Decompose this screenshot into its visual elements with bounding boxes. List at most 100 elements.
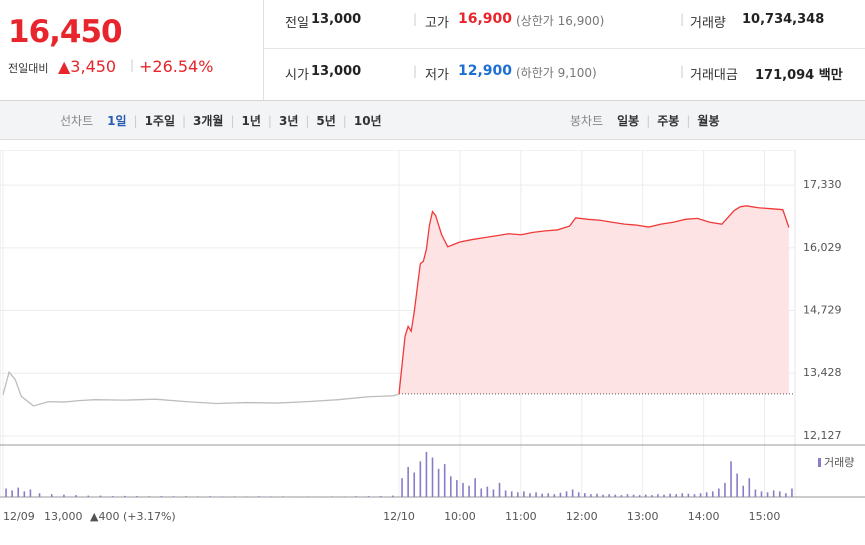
volume-bar bbox=[577, 492, 580, 497]
volume-bar bbox=[644, 494, 647, 497]
volume-bar bbox=[651, 495, 653, 497]
volume-bar bbox=[355, 496, 358, 497]
nav-item[interactable]: 3년 bbox=[278, 114, 299, 128]
stat-value: 12,900 bbox=[458, 63, 513, 79]
separator: | bbox=[342, 114, 347, 128]
nav-item[interactable]: 일봉 bbox=[617, 114, 640, 128]
separator: | bbox=[680, 64, 685, 78]
volume-bar bbox=[504, 490, 507, 497]
nav-item[interactable]: 월봉 bbox=[697, 114, 720, 128]
volume-bar bbox=[778, 491, 781, 497]
volume-bar bbox=[443, 464, 446, 497]
x-tick-label: 12/10 bbox=[383, 510, 415, 523]
volume-bar bbox=[498, 482, 501, 497]
volume-bar bbox=[705, 492, 708, 497]
change-pct: +26.54% bbox=[139, 57, 214, 76]
header bbox=[0, 0, 865, 101]
separator: | bbox=[130, 58, 135, 72]
x-tick-label: 15:00 bbox=[749, 510, 781, 523]
volume-bar bbox=[23, 491, 26, 497]
stat-value: 16,900 bbox=[458, 11, 513, 27]
volume-bar bbox=[510, 491, 513, 497]
stat-note: (하한가 9,100) bbox=[516, 66, 597, 80]
volume-bar bbox=[111, 496, 114, 497]
volume-bar bbox=[669, 493, 671, 497]
volume-bar bbox=[343, 496, 345, 497]
separator: | bbox=[133, 114, 138, 128]
nav-bar bbox=[0, 101, 865, 140]
x-tick-label: 13:00 bbox=[627, 510, 659, 523]
volume-bar bbox=[718, 488, 720, 497]
volume-bar bbox=[245, 496, 248, 497]
volume-bar bbox=[681, 493, 684, 497]
volume-bar bbox=[437, 468, 440, 497]
nav-item[interactable]: 3개월 bbox=[193, 114, 224, 128]
volume-bar bbox=[632, 494, 635, 497]
nav-item[interactable]: 1일 bbox=[107, 114, 127, 128]
nav-item[interactable]: 5년 bbox=[316, 114, 336, 128]
volume-bar bbox=[517, 492, 519, 497]
stat-value: 13,000 bbox=[311, 64, 362, 79]
stat-value: 171,094 백만 bbox=[755, 68, 843, 83]
volume-bar bbox=[736, 473, 738, 497]
volume-bar bbox=[565, 491, 568, 497]
nav-item[interactable]: 1주일 bbox=[144, 114, 175, 128]
price-line bbox=[2, 370, 399, 407]
price: 16,450 bbox=[8, 14, 123, 50]
annotation: ▲400 (+3.17%) bbox=[90, 510, 176, 523]
volume-bar bbox=[480, 488, 483, 497]
stat-label: 고가 bbox=[425, 16, 449, 31]
area bbox=[399, 205, 789, 394]
volume-bar bbox=[693, 494, 696, 497]
stat-label: 거래량 bbox=[690, 16, 726, 31]
volume-bar bbox=[614, 494, 617, 497]
volume-bar bbox=[711, 491, 714, 497]
volume-bar bbox=[425, 451, 428, 497]
separator: | bbox=[230, 114, 235, 128]
volume-bar bbox=[724, 482, 726, 497]
volume-bar bbox=[136, 496, 138, 497]
change-label: 전일대비 bbox=[8, 62, 49, 75]
volume-bar bbox=[282, 496, 285, 497]
volume-bar bbox=[401, 478, 403, 497]
volume-bar bbox=[63, 494, 65, 497]
volume-bar bbox=[392, 495, 394, 497]
volume-bar bbox=[413, 472, 416, 497]
volume-bar bbox=[306, 496, 309, 497]
volume-bar bbox=[160, 496, 163, 497]
nav-item[interactable]: 1년 bbox=[241, 114, 261, 128]
volume-bar bbox=[184, 496, 187, 497]
nav-item[interactable]: 주봉 bbox=[657, 114, 680, 128]
nav-label: 선차트 bbox=[60, 114, 94, 128]
divider bbox=[263, 0, 264, 100]
volume-bar bbox=[699, 493, 702, 497]
volume-bar bbox=[258, 496, 260, 497]
volume-bar bbox=[221, 496, 224, 497]
volume-bar bbox=[431, 457, 434, 497]
volume-bar bbox=[584, 493, 586, 497]
y-tick-label: 17,330 bbox=[803, 178, 842, 191]
stat-label: 시가 bbox=[285, 68, 309, 83]
y-tick-label: 12,127 bbox=[803, 429, 842, 442]
volume-bar bbox=[468, 485, 470, 497]
separator: | bbox=[182, 114, 187, 128]
volume-bar bbox=[785, 493, 787, 497]
volume-bar bbox=[760, 491, 763, 497]
volume-bar bbox=[675, 494, 677, 497]
volume-bar bbox=[17, 487, 20, 497]
volume-bar bbox=[29, 489, 32, 497]
nav-item[interactable]: 10년 bbox=[353, 114, 382, 128]
volume-bar bbox=[367, 496, 370, 497]
divider bbox=[264, 48, 865, 49]
volume-bar bbox=[535, 492, 537, 497]
volume-bar bbox=[687, 493, 690, 497]
stat-value: 10,734,348 bbox=[742, 12, 825, 27]
separator: | bbox=[413, 12, 418, 26]
volume-bar bbox=[99, 495, 102, 497]
x-tick-label: 10:00 bbox=[444, 510, 476, 523]
price-line bbox=[398, 205, 790, 394]
volume-bar bbox=[596, 493, 598, 497]
volume-bar bbox=[523, 491, 525, 497]
volume-bar bbox=[379, 496, 382, 497]
